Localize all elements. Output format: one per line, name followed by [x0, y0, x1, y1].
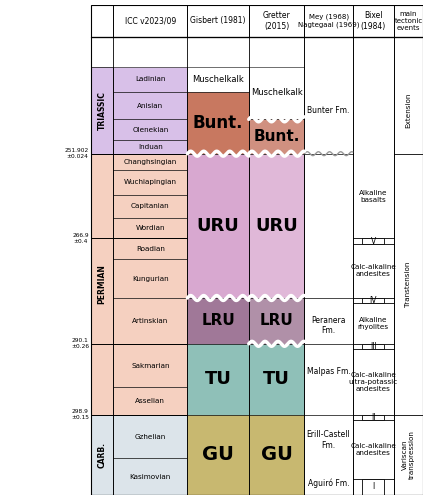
Text: LRU: LRU — [260, 314, 293, 328]
Bar — [113, 238, 187, 259]
Bar — [187, 298, 249, 344]
Text: Induan: Induan — [138, 144, 163, 150]
Text: LRU: LRU — [201, 314, 235, 328]
Bar — [249, 154, 305, 298]
Bar — [113, 298, 187, 344]
Text: Transtension: Transtension — [406, 262, 412, 307]
Text: Calc-alkaline
ultra-potassic
andesites: Calc-alkaline ultra-potassic andesites — [349, 372, 398, 392]
Text: main
tectonic
events: main tectonic events — [394, 11, 422, 31]
Text: Calc-alkaline
andesites: Calc-alkaline andesites — [350, 264, 396, 278]
Bar — [187, 92, 249, 154]
Bar — [305, 37, 353, 495]
Text: TU: TU — [205, 370, 232, 388]
Text: I: I — [372, 482, 375, 492]
Text: URU: URU — [197, 217, 239, 235]
Bar — [353, 37, 394, 495]
Text: Peranera
Fm.: Peranera Fm. — [311, 316, 346, 335]
Text: 298.9
±0.15: 298.9 ±0.15 — [71, 410, 89, 420]
Text: II: II — [371, 413, 375, 422]
Bar — [394, 37, 423, 495]
Bar — [91, 66, 113, 154]
Bar — [362, 238, 384, 244]
Bar — [113, 170, 187, 195]
Text: Malpas Fm.: Malpas Fm. — [307, 367, 350, 376]
Text: Wuchiapingian: Wuchiapingian — [124, 180, 177, 186]
Text: V: V — [371, 236, 376, 246]
Text: Bunter Fm.: Bunter Fm. — [308, 106, 350, 114]
Text: ICC v2023/09: ICC v2023/09 — [125, 16, 176, 26]
Text: Kasimovian: Kasimovian — [130, 474, 171, 480]
Text: 290.1
±0.26: 290.1 ±0.26 — [71, 338, 89, 349]
Bar — [187, 66, 249, 92]
Text: Bunt.: Bunt. — [254, 129, 300, 144]
Text: Ladinian: Ladinian — [135, 76, 165, 82]
Text: Alkaline
basalts: Alkaline basalts — [359, 190, 388, 202]
Bar — [113, 66, 187, 92]
Bar — [91, 154, 113, 415]
Text: Artinskian: Artinskian — [132, 318, 168, 324]
Bar — [91, 415, 113, 495]
Bar — [113, 415, 187, 459]
Bar — [187, 344, 249, 415]
Text: Aguiró Fm.: Aguiró Fm. — [308, 479, 349, 488]
Bar — [362, 415, 384, 420]
Bar — [113, 218, 187, 238]
Bar — [362, 298, 384, 304]
Bar — [113, 154, 187, 170]
Text: Mey (1968)
Nagtegaal (1969): Mey (1968) Nagtegaal (1969) — [298, 14, 359, 28]
Bar — [91, 5, 423, 37]
Bar — [187, 154, 249, 298]
Bar — [249, 66, 305, 120]
Text: Erill-Castell
Fm.: Erill-Castell Fm. — [307, 430, 350, 450]
Text: GU: GU — [260, 446, 292, 464]
Bar — [113, 120, 187, 140]
Bar — [113, 259, 187, 298]
Text: Gretter
(2015): Gretter (2015) — [263, 11, 290, 30]
Text: Muschelkalk: Muschelkalk — [192, 74, 244, 84]
Bar — [362, 479, 384, 495]
Text: Muschelkalk: Muschelkalk — [251, 88, 302, 98]
Bar — [362, 344, 384, 350]
Text: Calc-alkaline
andesites: Calc-alkaline andesites — [350, 443, 396, 456]
Text: CARB.: CARB. — [98, 442, 107, 468]
Text: 251.902
±0.024: 251.902 ±0.024 — [65, 148, 89, 159]
Bar — [113, 458, 187, 495]
Text: GU: GU — [202, 446, 234, 464]
Bar — [249, 298, 305, 344]
Text: Gisbert (1981): Gisbert (1981) — [191, 16, 246, 26]
Text: Kungurian: Kungurian — [132, 276, 168, 281]
Text: Roadian: Roadian — [136, 246, 165, 252]
Text: Alkaline
rhyolites: Alkaline rhyolites — [358, 317, 389, 330]
Text: III: III — [370, 342, 377, 351]
Text: Bixel
(1984): Bixel (1984) — [361, 11, 386, 30]
Text: Sakmarian: Sakmarian — [131, 362, 169, 368]
Text: PERMIAN: PERMIAN — [98, 264, 107, 304]
Text: 266.9
±0.4: 266.9 ±0.4 — [73, 233, 89, 244]
Text: Variscan
transpression: Variscan transpression — [402, 430, 415, 480]
Text: Gzhelian: Gzhelian — [135, 434, 166, 440]
Bar — [113, 195, 187, 218]
Text: URU: URU — [255, 217, 298, 235]
Bar — [91, 37, 423, 495]
Text: Extension: Extension — [406, 92, 412, 128]
Text: Bunt.: Bunt. — [193, 114, 243, 132]
Text: Anisian: Anisian — [137, 102, 163, 108]
Bar — [249, 344, 305, 415]
Bar — [113, 140, 187, 153]
Text: IV: IV — [369, 296, 377, 305]
Text: Asselian: Asselian — [135, 398, 165, 404]
Text: TU: TU — [263, 370, 290, 388]
Bar — [113, 92, 187, 120]
Text: Capitanian: Capitanian — [131, 204, 170, 210]
Bar — [249, 415, 305, 495]
Bar — [113, 388, 187, 415]
Text: Wordian: Wordian — [136, 225, 165, 231]
Text: Changhsingian: Changhsingian — [124, 158, 177, 164]
Bar — [113, 344, 187, 388]
Bar — [187, 415, 249, 495]
Text: Olenekian: Olenekian — [132, 126, 168, 132]
Bar — [249, 120, 305, 154]
Text: TRIASSIC: TRIASSIC — [98, 90, 107, 130]
